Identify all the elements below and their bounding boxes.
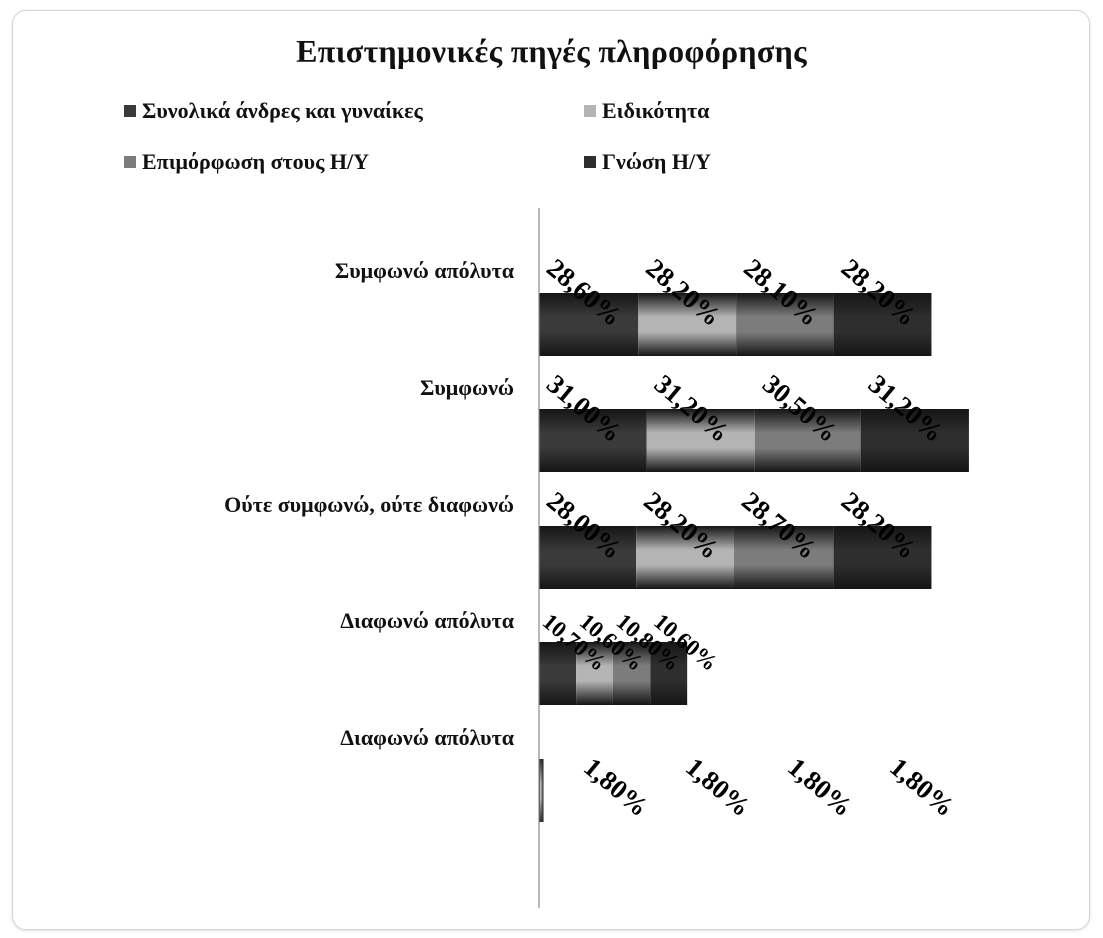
legend-item-training: Επιμόρφωση στους Η/Υ [124,149,369,175]
data-label: 1,80% [578,752,654,823]
legend-label: Συνολικά άνδρες και γυναίκες [142,98,423,123]
bar-segment [646,409,755,472]
bar-segment [539,526,637,589]
legend-swatch [584,155,596,168]
bar-segment [612,642,651,705]
bar-segment [576,642,613,705]
data-label: 1,80% [884,752,960,823]
bar-segment [754,409,861,472]
bar-segment [539,642,577,705]
bar-segment [736,293,834,356]
legend-swatch [124,155,136,168]
data-label: 1,80% [680,752,756,823]
bar-segment [539,409,647,472]
category-label: Διαφωνώ απόλυτα [340,608,514,633]
bar-segment [833,293,932,356]
category-label: Ούτε συμφωνώ, ούτε διαφωνώ [224,492,514,517]
bar-segment [833,526,932,589]
legend-item-knowledge: Γνώση Η/Υ [584,149,711,175]
category-label: Συμφωνώ [420,375,514,400]
legend-item-total: Συνολικά άνδρες και γυναίκες [124,98,423,124]
bar-segment [542,759,544,822]
bar-segment [541,759,543,822]
bar-segment [540,759,542,822]
category-label: Διαφωνώ απόλυτα [340,725,514,750]
legend-label: Ειδικότητα [602,98,710,123]
legend-label: Επιμόρφωση στους Η/Υ [142,149,369,174]
legend-label: Γνώση Η/Υ [602,149,711,174]
category-label: Συμφωνώ απόλυτα [335,258,515,283]
legend-swatch [124,104,136,117]
chart-title: Επιστημονικές πηγές πληροφόρησης [296,33,807,69]
data-label: 1,80% [782,752,858,823]
bar-segment [638,293,737,356]
legend-swatch [584,104,596,117]
bar-segment [539,293,639,356]
bar-segment [734,526,834,589]
legend-item-specialty: Ειδικότητα [584,98,709,124]
bar-segment [636,526,735,589]
bar-segment [650,642,688,705]
bar-segment [860,409,969,472]
